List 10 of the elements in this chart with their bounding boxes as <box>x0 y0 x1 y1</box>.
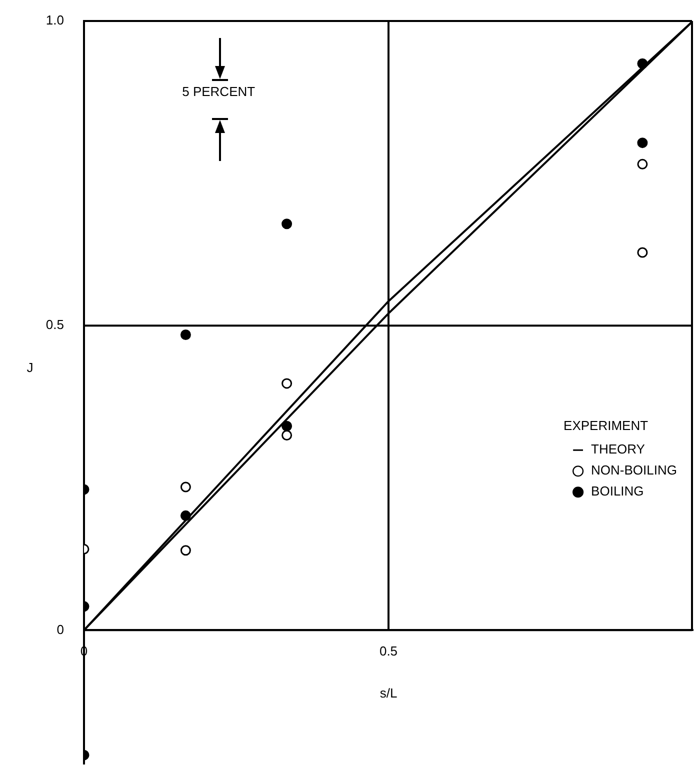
y-tick-label: 0.5 <box>46 317 64 332</box>
legend-label: BOILING <box>591 484 644 499</box>
legend-title: EXPERIMENT <box>564 418 648 434</box>
annotation: 5 PERCENT <box>182 84 256 99</box>
y-tick-label: 0 <box>56 622 64 637</box>
x-axis-title: s/L <box>380 686 398 701</box>
legend-label: THEORY <box>591 442 646 457</box>
y-axis-title: J <box>26 360 34 375</box>
legend-label: NON-BOILING <box>591 462 678 478</box>
y-tick-label: 1.0 <box>46 12 64 28</box>
